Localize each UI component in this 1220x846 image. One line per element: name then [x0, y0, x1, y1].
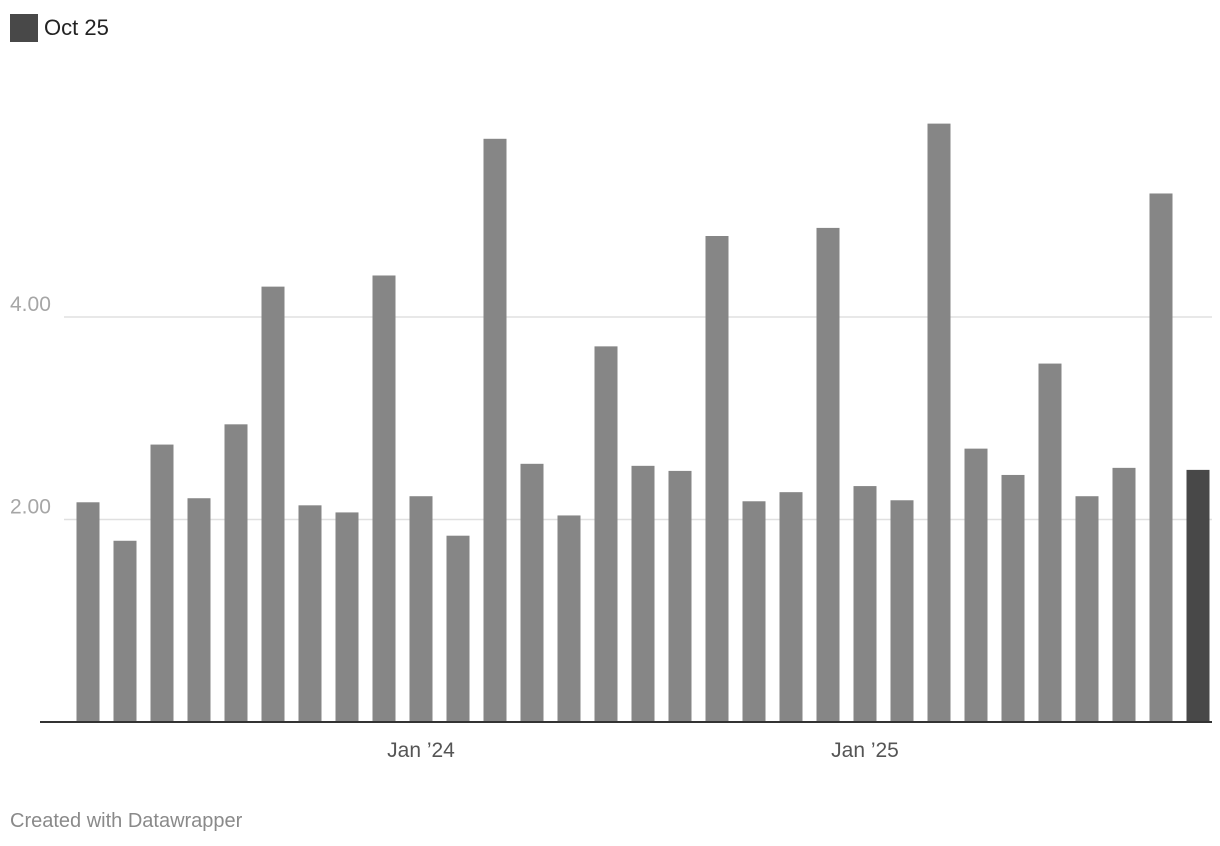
legend-label: Oct 25 — [44, 15, 109, 40]
bar — [483, 138, 507, 723]
bar — [298, 505, 322, 722]
footer-credit: Created with Datawrapper — [10, 810, 243, 832]
bar — [1186, 469, 1210, 722]
legend-swatch — [10, 14, 38, 42]
bar — [335, 512, 359, 722]
bar — [1038, 363, 1062, 722]
y-tick-label: 2.00 — [10, 496, 51, 519]
bar — [113, 540, 137, 722]
bar — [1075, 496, 1099, 722]
bar — [76, 502, 100, 722]
bar — [779, 492, 803, 722]
bar — [261, 286, 285, 722]
bar — [1149, 193, 1173, 723]
bar — [742, 501, 766, 722]
bar — [890, 500, 914, 722]
bar — [224, 424, 248, 722]
bar — [150, 444, 174, 722]
bar — [446, 535, 470, 722]
legend: Oct 25 — [10, 14, 109, 42]
x-tick-label: Jan ’24 — [387, 739, 455, 762]
bar — [520, 463, 544, 722]
bar — [557, 515, 581, 722]
bar — [964, 448, 988, 722]
bar — [631, 465, 655, 722]
bar — [1001, 474, 1025, 722]
bar — [853, 486, 877, 722]
bar — [187, 498, 211, 722]
bar — [816, 227, 840, 722]
y-tick-label: 4.00 — [10, 293, 51, 316]
bar — [705, 236, 729, 722]
bar — [409, 496, 433, 722]
bar — [927, 123, 951, 723]
bar — [668, 470, 692, 722]
bar — [594, 346, 618, 722]
x-tick-label: Jan ’25 — [831, 739, 899, 762]
bar — [1112, 467, 1136, 722]
bar — [372, 275, 396, 722]
